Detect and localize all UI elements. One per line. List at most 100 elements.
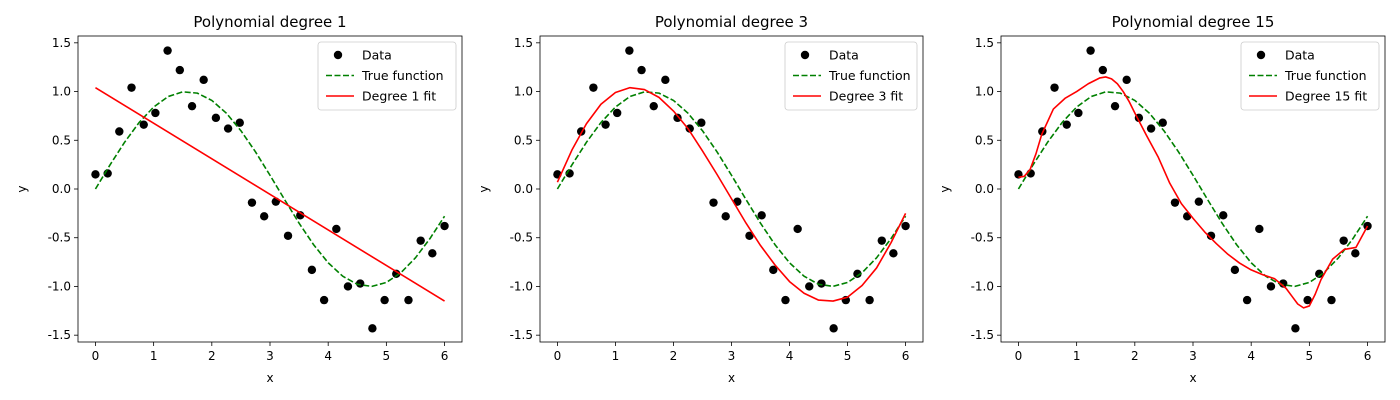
- x-tick-label: 4: [1247, 349, 1255, 363]
- data-point: [1194, 197, 1204, 206]
- data-point: [1266, 282, 1276, 291]
- y-tick-label: 1.5: [52, 36, 71, 50]
- data-point: [889, 249, 898, 258]
- x-tick-label: 5: [1306, 349, 1314, 363]
- legend-marker: [800, 50, 810, 60]
- data-point: [127, 83, 136, 92]
- data-point: [91, 170, 100, 179]
- legend: Data True function Degree 15 fit: [1240, 41, 1380, 111]
- data-point: [392, 269, 401, 278]
- y-axis-label: y: [15, 185, 29, 192]
- true-function-line: [556, 91, 907, 288]
- subplot-3: Polynomial degree 15 0 1 2 3 4 5 6 -1.5 -1.0 -0.5 0…: [938, 13, 1386, 385]
- y-axis-label: y: [938, 185, 952, 192]
- data-point: [769, 265, 778, 275]
- y-tick-label: 1.0: [975, 85, 994, 99]
- y-tick-label: 1.0: [514, 85, 533, 99]
- data-point: [721, 212, 730, 221]
- data-point: [343, 282, 353, 291]
- plot-area: [553, 46, 910, 333]
- data-point: [781, 295, 790, 305]
- data-point: [1086, 46, 1095, 55]
- x-tick-label: 2: [670, 349, 678, 363]
- data-point: [901, 221, 910, 231]
- data-point: [817, 279, 826, 288]
- data-point: [1303, 295, 1312, 305]
- y-tick-label: 1.5: [514, 36, 533, 50]
- x-tick-label: 3: [266, 349, 274, 363]
- data-point: [589, 83, 598, 92]
- data-point: [211, 113, 221, 123]
- data-point: [235, 118, 244, 127]
- legend: Data True function Degree 3 fit: [784, 41, 918, 111]
- y-tick-label: 1.0: [52, 85, 71, 99]
- data-point: [1050, 83, 1059, 92]
- chart-title: Polynomial degree 15: [1112, 13, 1275, 31]
- y-tick-label: 0.0: [52, 182, 71, 196]
- data-point: [601, 120, 610, 129]
- data-point: [661, 75, 670, 85]
- legend-marker: [333, 50, 343, 60]
- fit-line: [95, 86, 445, 302]
- y-tick-label: 0.0: [975, 182, 994, 196]
- data-point: [637, 65, 646, 75]
- x-tick-label: 3: [728, 349, 736, 363]
- data-point: [307, 265, 317, 275]
- legend-label: Data: [1285, 48, 1315, 63]
- data-point: [1062, 120, 1071, 129]
- legend-label: True function: [361, 68, 444, 83]
- data-point: [1122, 75, 1131, 85]
- data-point: [380, 295, 389, 305]
- x-tick-label: 6: [902, 349, 910, 363]
- data-point: [440, 221, 449, 231]
- x-tick-label: 0: [554, 349, 562, 363]
- x-tick-label: 2: [1131, 349, 1139, 363]
- x-tick-label: 4: [324, 349, 332, 363]
- y-tick-label: 1.5: [975, 36, 994, 50]
- x-tick-label: 6: [1364, 349, 1372, 363]
- legend-box: [317, 41, 457, 111]
- x-axis-label: x: [266, 371, 273, 385]
- y-tick-label: -0.5: [971, 231, 994, 245]
- data-point: [829, 324, 838, 333]
- plot-area: [1014, 46, 1372, 333]
- subplot-2: Polynomial degree 3 0 1 2 3 4 5 6 -1.5 -1.0 -0.5 0.…: [477, 13, 924, 385]
- chart-title: Polynomial degree 1: [193, 13, 346, 31]
- data-point: [673, 113, 682, 123]
- data-point: [223, 124, 233, 133]
- data-point: [283, 231, 293, 240]
- data-point: [416, 236, 425, 245]
- data-point: [1278, 279, 1288, 288]
- x-tick-label: 3: [1189, 349, 1197, 363]
- data-point: [697, 118, 706, 127]
- x-tick-label: 6: [441, 349, 449, 363]
- data-point: [745, 231, 754, 240]
- data-point: [685, 124, 694, 133]
- y-tick-label: -1.5: [510, 328, 533, 342]
- data-point: [1291, 324, 1300, 333]
- data-point: [404, 295, 413, 305]
- legend-box: [784, 41, 918, 111]
- data-point: [332, 224, 341, 234]
- legend-label: Degree 3 fit: [829, 89, 903, 104]
- y-tick-label: 0.0: [514, 182, 533, 196]
- data-point: [1158, 118, 1167, 127]
- x-tick-label: 4: [786, 349, 794, 363]
- data-point: [319, 295, 329, 305]
- subplot-1: Polynomial degree 1 0 1 2 3 4 5 6 -1.5 -1.0 -0.5 0.…: [15, 13, 463, 385]
- data-point: [1110, 101, 1120, 111]
- data-point: [1242, 295, 1252, 305]
- y-tick-label: -1.5: [48, 328, 71, 342]
- data-point: [1146, 124, 1156, 133]
- x-axis-label: x: [1189, 371, 1196, 385]
- data-point: [139, 120, 148, 129]
- x-tick-label: 0: [92, 349, 100, 363]
- x-tick-label: 0: [1015, 349, 1023, 363]
- data-point: [115, 127, 124, 136]
- data-point: [1074, 108, 1083, 118]
- legend-marker: [1256, 50, 1266, 60]
- data-point: [1098, 65, 1108, 75]
- data-point: [355, 279, 365, 288]
- data-point: [1327, 295, 1336, 305]
